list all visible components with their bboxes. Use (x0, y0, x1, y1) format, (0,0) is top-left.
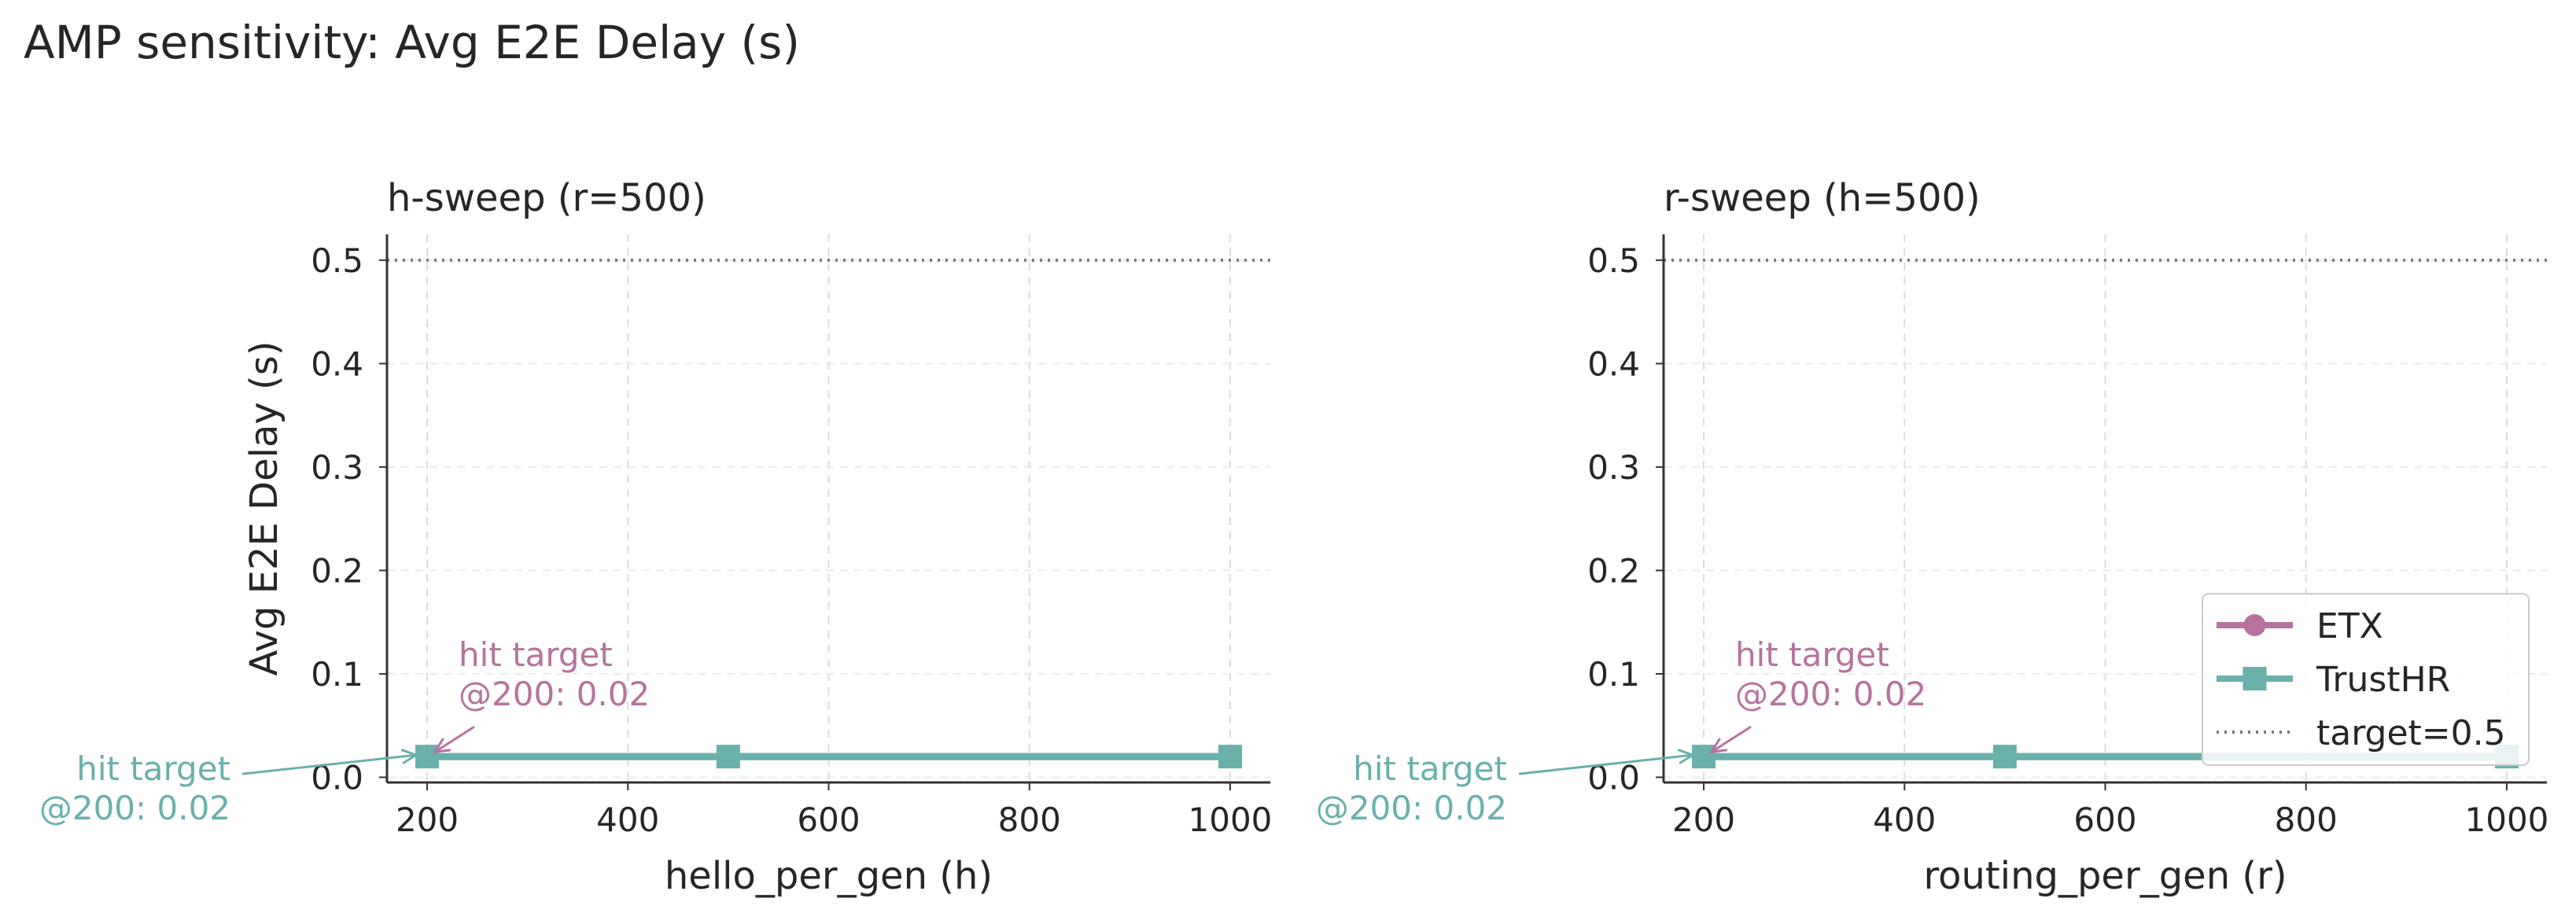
annotation-text: @200: 0.02 (1316, 789, 1507, 827)
legend-entry-trusthr: TrustHR (2217, 660, 2450, 700)
annotation-arrow (434, 725, 475, 753)
annotation-arrowhead (1709, 738, 1728, 753)
x-tick-label: 1000 (1188, 801, 1273, 839)
annotation-text: @200: 0.02 (1735, 675, 1926, 713)
legend-label: TrustHR (2316, 660, 2450, 700)
x-tick-label: 200 (1672, 801, 1735, 839)
annotation-arrow (241, 753, 417, 775)
data-point-trusthr (415, 745, 440, 769)
y-tick-label: 0.5 (1587, 241, 1640, 280)
x-tick-label: 800 (998, 801, 1061, 839)
annotation-arrowhead (400, 749, 419, 764)
annotation-trusthr: hit target@200: 0.02 (39, 749, 419, 827)
x-axis-label: routing_per_gen (r) (1923, 854, 2287, 898)
legend-entry-target: target=0.5 (2217, 713, 2506, 753)
y-tick-label: 0.1 (311, 655, 363, 694)
annotation-arrow (1711, 725, 1752, 753)
data-point-trusthr (1992, 745, 2017, 769)
y-tick-label: 0.1 (1587, 655, 1640, 694)
x-tick-label: 400 (596, 801, 659, 839)
annotation-text: @200: 0.02 (459, 675, 650, 713)
x-axis-label: hello_per_gen (h) (665, 854, 993, 898)
y-tick-label: 0.4 (311, 344, 363, 383)
data-point-trusthr (1218, 745, 1242, 769)
legend-marker (2243, 614, 2266, 636)
figure-title: AMP sensitivity: Avg E2E Delay (s) (24, 16, 800, 69)
panel-1: 200 400 600 800 10000.00.10.20.30.40.5h-swee… (39, 176, 1273, 898)
legend-entry-etx: ETX (2217, 606, 2383, 646)
annotation-etx: hit target@200: 0.02 (1709, 635, 1926, 753)
annotation-text: hit target (459, 635, 613, 674)
annotation-etx: hit target@200: 0.02 (433, 635, 650, 753)
data-point-trusthr (716, 745, 740, 769)
y-axis-label: Avg E2E Delay (s) (242, 341, 286, 676)
x-tick-label: 600 (797, 801, 860, 839)
legend-label: target=0.5 (2316, 713, 2506, 753)
y-tick-label: 0.5 (311, 241, 363, 280)
y-tick-label: 0.3 (1587, 448, 1640, 487)
panels: 200 400 600 800 10000.00.10.20.30.40.5h-swee… (39, 176, 2549, 898)
legend-box (2202, 593, 2530, 766)
legend-marker (2242, 667, 2267, 690)
legend-label: ETX (2316, 606, 2383, 646)
y-tick-label: 0.3 (311, 448, 363, 487)
annotation-arrow (1518, 753, 1693, 775)
annotation-arrowhead (1677, 749, 1696, 764)
x-tick-label: 400 (1873, 801, 1936, 839)
panel-title: h-sweep (r=500) (387, 176, 706, 220)
annotation-text: @200: 0.02 (39, 789, 230, 827)
annotation-arrowhead (433, 738, 451, 753)
annotation-text: hit target (1735, 635, 1889, 674)
x-tick-label: 200 (396, 801, 459, 839)
data-point-trusthr (1692, 745, 1716, 769)
annotation-text: hit target (76, 749, 230, 788)
y-tick-label: 0.4 (1587, 344, 1640, 383)
annotation-text: hit target (1353, 749, 1507, 788)
panel-2: 200 400 600 800 10000.00.10.20.30.40.5r-swee… (1316, 176, 2549, 898)
annotation-trusthr: hit target@200: 0.02 (1316, 749, 1696, 827)
legend: ETX TrustHR target=0.5 (2202, 593, 2530, 766)
x-tick-label: 800 (2275, 801, 2338, 839)
y-tick-label: 0.2 (1587, 551, 1640, 590)
x-tick-label: 600 (2073, 801, 2136, 839)
y-tick-label: 0.2 (311, 551, 363, 590)
panel-title: r-sweep (h=500) (1664, 176, 1981, 220)
x-tick-label: 1000 (2465, 801, 2549, 839)
